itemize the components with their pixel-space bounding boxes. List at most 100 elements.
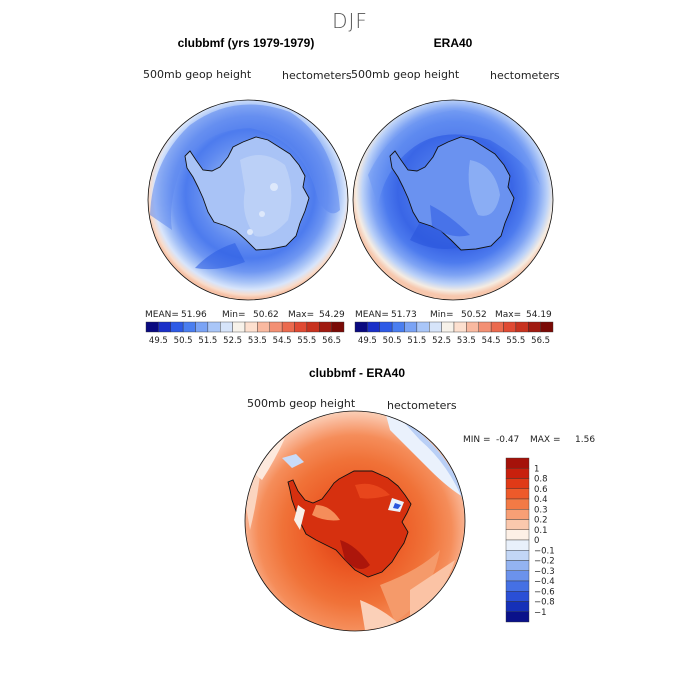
panel-1-max-label: Max= (288, 310, 314, 320)
colorbar-3-swatch (505, 550, 530, 561)
colorbar-1-tick-label: 51.5 (198, 336, 217, 346)
colorbar-2-swatch (528, 321, 541, 333)
colorbar-2-swatch (503, 321, 517, 333)
panel-3-variable: 500mb geop height (247, 397, 356, 410)
panel-2-min-value: 50.52 (461, 310, 487, 320)
colorbar-3-swatch (505, 591, 530, 602)
colorbar-2-tick-label: 54.5 (482, 336, 501, 346)
colorbar-1-tick-label: 55.5 (297, 336, 316, 346)
panel-1-map (148, 100, 348, 300)
colorbar-3-tick-label: −0.6 (534, 587, 555, 597)
panel-3-min-label: MIN = (463, 435, 491, 445)
colorbar-3-tick-label: 0.4 (534, 495, 548, 505)
colorbar-1-tick-label: 49.5 (149, 336, 168, 346)
panel-1-colorbar: 49.5 50.5 51.5 52.5 53.5 54.5 55.5 56.5 (145, 321, 345, 346)
panel-3-min-value: -0.47 (496, 435, 519, 445)
colorbar-3-swatch (505, 457, 530, 469)
panel-1-variable: 500mb geop height (143, 68, 252, 81)
colorbar-3-swatch (505, 519, 530, 530)
panel-1-title: clubbmf (yrs 1979-1979) (178, 36, 315, 50)
colorbar-3-tick-label: −0.3 (534, 567, 555, 577)
colorbar-2-swatch (478, 321, 492, 333)
colorbar-2-swatch (379, 321, 393, 333)
colorbar-3-swatch (505, 580, 530, 592)
colorbar-2-tick-label: 52.5 (432, 336, 451, 346)
colorbar-3-tick-label: −0.2 (534, 557, 555, 567)
panel-2-mean-value: 51.73 (391, 310, 417, 320)
panel-1-mean-label: MEAN= (145, 310, 179, 320)
colorbar-3-tick-label: 0.1 (534, 526, 548, 536)
colorbar-1-swatch (244, 321, 258, 333)
colorbar-1-swatch (170, 321, 184, 333)
colorbar-3-swatch (505, 570, 530, 582)
panel-1-mean-value: 51.96 (181, 310, 207, 320)
colorbar-1-swatch (331, 321, 345, 333)
panel-3-max-label: MAX = (530, 435, 561, 445)
colorbar-3-tick-label: 1 (534, 464, 539, 474)
colorbar-2-swatch (453, 321, 467, 333)
colorbar-3-swatch (505, 611, 530, 623)
colorbar-2-swatch (391, 321, 405, 333)
colorbar-1-swatch (232, 321, 246, 333)
colorbar-1-swatch (158, 321, 171, 333)
colorbar-3-tick-label: 0 (534, 536, 539, 546)
colorbar-2-tick-label: 55.5 (506, 336, 525, 346)
panel-1: clubbmf (yrs 1979-1979) 500mb geop heigh… (143, 36, 352, 346)
panel-3-stats: MIN = -0.47 MAX = 1.56 (463, 435, 595, 445)
colorbar-3-swatch (505, 509, 530, 520)
colorbar-3-swatch (505, 498, 530, 510)
colorbar-2-tick-label: 53.5 (457, 336, 476, 346)
colorbar-1-swatch (269, 321, 283, 333)
panel-1-max-value: 54.29 (319, 310, 345, 320)
colorbar-3-swatch (505, 488, 530, 500)
panel-3-title: clubbmf - ERA40 (309, 366, 405, 380)
colorbar-3-swatch (505, 478, 530, 489)
colorbar-2-swatch (404, 321, 418, 333)
panel-2-max-label: Max= (495, 310, 521, 320)
colorbar-2-swatch (515, 321, 529, 333)
colorbar-3-swatch (505, 560, 530, 571)
panel-2: ERA40 500mb geop height hectometers MEAN… (351, 36, 560, 346)
colorbar-1-swatch (306, 321, 320, 333)
colorbar-2-swatch (367, 321, 380, 333)
colorbar-3-tick-label: −0.8 (534, 598, 555, 608)
colorbar-1-swatch (257, 321, 270, 333)
panel-2-stats: MEAN= 51.73 Min= 50.52 Max= 54.19 (355, 310, 552, 320)
colorbar-2-swatch (416, 321, 430, 333)
panel-3: clubbmf - ERA40 500mb geop height hectom… (244, 366, 595, 632)
colorbar-3-swatch (505, 468, 530, 479)
colorbar-1-swatch (145, 321, 159, 333)
panel-3-antarctica (287, 470, 412, 578)
panel-2-colorbar: 49.5 50.5 51.5 52.5 53.5 54.5 55.5 56.5 (354, 321, 554, 346)
colorbar-3-tick-label: −1 (534, 608, 547, 618)
colorbar-2-swatch (466, 321, 479, 333)
colorbar-2-tick-label: 49.5 (358, 336, 377, 346)
colorbar-2-swatch (540, 321, 554, 333)
panel-3-colorbar: 10.80.60.40.30.20.10−0.1−0.2−0.3−0.4−0.6… (505, 457, 555, 623)
panel-3-units: hectometers (387, 399, 457, 412)
colorbar-1-swatch (195, 321, 209, 333)
colorbar-1-tick-label: 50.5 (174, 336, 193, 346)
panel-1-stats: MEAN= 51.96 Min= 50.62 Max= 54.29 (145, 310, 345, 320)
colorbar-3-tick-label: −0.4 (534, 577, 555, 587)
colorbar-1-tick-label: 52.5 (223, 336, 242, 346)
colorbar-1-swatch (220, 321, 233, 333)
colorbar-1-tick-label: 56.5 (322, 336, 341, 346)
colorbar-1-swatch (207, 321, 221, 333)
colorbar-1-swatch (182, 321, 196, 333)
figure-title: DJF (332, 9, 368, 33)
panel-1-min-label: Min= (222, 310, 246, 320)
colorbar-3-swatch (505, 601, 530, 612)
colorbar-2-swatch (429, 321, 442, 333)
panel-3-map (245, 411, 465, 631)
colorbar-3-tick-label: 0.3 (534, 505, 548, 515)
panel-1-units: hectometers (282, 69, 352, 82)
colorbar-3-tick-label: 0.2 (534, 516, 548, 526)
colorbar-3-tick-label: 0.8 (534, 475, 548, 485)
colorbar-1-tick-label: 54.5 (273, 336, 292, 346)
colorbar-3-tick-label: 0.6 (534, 485, 548, 495)
colorbar-2-tick-label: 56.5 (531, 336, 550, 346)
panel-2-units: hectometers (490, 69, 560, 82)
panel-2-variable: 500mb geop height (351, 68, 460, 81)
colorbar-2-tick-label: 51.5 (407, 336, 426, 346)
